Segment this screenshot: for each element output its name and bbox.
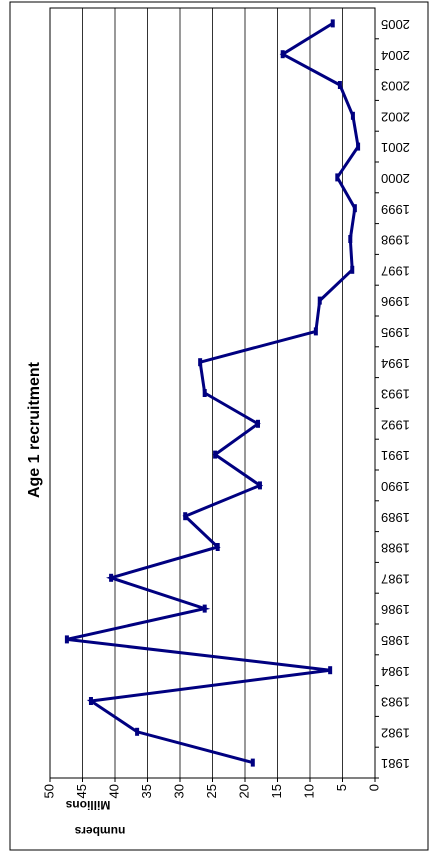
data-marker	[335, 173, 340, 182]
y-tick-label: 40	[106, 784, 121, 798]
chart-frame	[9, 1, 429, 851]
x-tick-label: 1982	[381, 725, 410, 740]
x-tick-label: 1987	[381, 571, 410, 586]
y-tick-label: 45	[74, 784, 89, 798]
x-tick-label: 1993	[381, 387, 410, 402]
data-marker	[350, 111, 355, 120]
data-marker	[330, 19, 335, 28]
y-tick-label: 25	[204, 784, 219, 798]
data-marker	[328, 666, 333, 675]
y-tick-label: 10	[301, 784, 316, 798]
x-tick-label: 2005	[381, 17, 410, 32]
x-tick-label: 1989	[381, 510, 410, 525]
x-tick-label: 1997	[381, 263, 410, 278]
data-marker	[202, 604, 207, 613]
data-marker	[250, 758, 255, 767]
y-tick-label: 5	[334, 784, 349, 791]
x-tick-label: 2004	[381, 48, 410, 63]
rotated-chart: Age 1 recruitment numbers Millions 0 5 10 1…	[26, 7, 410, 838]
x-tick-label: 1991	[381, 448, 410, 463]
x-tick-label: 2002	[381, 109, 410, 124]
data-marker	[350, 265, 355, 274]
x-tick-label: 1999	[381, 202, 410, 217]
x-tick-label: 1988	[381, 541, 410, 556]
x-tick-label: 1984	[381, 664, 410, 679]
x-tick-label: 1986	[381, 602, 410, 617]
data-marker	[202, 389, 207, 397]
y-tick-label: 0	[366, 784, 381, 791]
x-tick-label: 2001	[381, 140, 410, 155]
x-tick-label: 1983	[381, 695, 410, 710]
data-marker	[64, 635, 69, 644]
x-tick-label: 1992	[381, 417, 410, 432]
data-marker	[88, 697, 93, 705]
y-tick-label: 20	[236, 784, 251, 798]
data-marker	[352, 204, 357, 213]
y-tick-label: 30	[171, 784, 186, 798]
data-marker	[109, 573, 114, 582]
data-marker	[356, 142, 361, 151]
x-tick-label: 1994	[381, 356, 410, 371]
data-marker	[280, 50, 285, 59]
x-tick-label: 2000	[381, 171, 410, 186]
data-marker	[337, 81, 342, 89]
data-marker	[317, 296, 322, 305]
y-axis-unit: Millions	[65, 798, 110, 812]
chart-title: Age 1 recruitment	[26, 361, 43, 498]
data-marker	[257, 481, 262, 490]
x-tick-label: 1996	[381, 294, 410, 309]
x-tick-label: 2003	[381, 79, 410, 94]
data-marker	[313, 327, 318, 336]
y-tick-label: 50	[41, 784, 56, 798]
data-marker	[348, 235, 353, 243]
data-marker	[213, 450, 218, 459]
y-tick-label: 35	[139, 784, 154, 798]
x-tick-label: 1985	[381, 633, 410, 648]
y-tick-label: 15	[269, 784, 284, 798]
data-marker	[215, 543, 220, 551]
x-tick-label: 1998	[381, 233, 410, 248]
data-marker	[183, 512, 188, 521]
x-tick-label: 1981	[381, 756, 410, 771]
data-marker	[198, 358, 203, 367]
data-marker	[135, 727, 140, 736]
y-axis-title: numbers	[74, 824, 125, 838]
data-marker	[256, 419, 260, 428]
x-tick-label: 1995	[381, 325, 410, 340]
x-tick-label: 1990	[381, 479, 410, 494]
